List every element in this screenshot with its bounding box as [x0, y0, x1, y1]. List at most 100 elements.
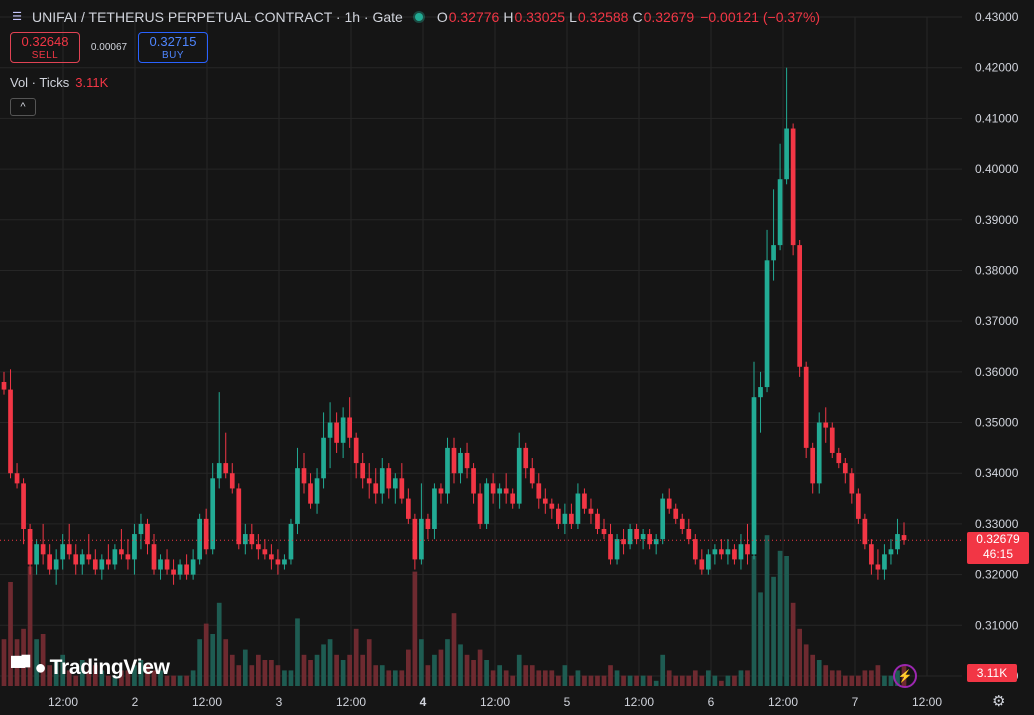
- volume-bar: [497, 665, 502, 686]
- close-value: 0.32679: [643, 9, 695, 25]
- volume-bar: [510, 675, 516, 686]
- candle-body: [523, 447, 529, 469]
- volume-bar: [621, 675, 626, 686]
- candle-body: [477, 493, 483, 524]
- candle-body: [706, 554, 711, 570]
- candle-body: [379, 468, 385, 494]
- candle-body: [751, 397, 757, 555]
- volume-bar: [569, 675, 574, 686]
- candle-body: [8, 389, 13, 474]
- volume-bar: [327, 639, 333, 686]
- market-status-dot[interactable]: [414, 13, 423, 21]
- volume-bar: [562, 665, 568, 686]
- gear-icon[interactable]: ⚙: [992, 693, 1006, 710]
- volume-bar: [595, 675, 600, 686]
- volume-bar: [647, 675, 652, 686]
- price-tick-label: 0.38000: [975, 263, 1019, 277]
- volume-bar: [177, 675, 183, 686]
- candle-body: [816, 422, 822, 484]
- volume-bar: [269, 660, 274, 686]
- candle-body: [14, 473, 20, 484]
- volume-bar: [516, 654, 522, 686]
- candle-body: [275, 559, 281, 565]
- collapse-legend-button[interactable]: ^: [10, 98, 36, 116]
- volume-bar: [692, 670, 698, 686]
- volume-bar: [412, 571, 418, 686]
- candle-body: [412, 518, 418, 560]
- candle-body: [145, 523, 150, 545]
- volume-bar: [490, 670, 496, 686]
- low-value: 0.32588: [577, 9, 629, 25]
- candle-body: [758, 387, 763, 398]
- volume-bar: [256, 654, 261, 686]
- volume-bar: [823, 665, 829, 686]
- volume-bar: [803, 644, 809, 686]
- open-value: 0.32776: [448, 9, 500, 25]
- candlesticks: [1, 67, 907, 585]
- time-axis[interactable]: 12:00 2 12:00 3 12:00 4 12:00 5 12:00 6 12:00 7 12:0…: [48, 695, 942, 709]
- symbol-title[interactable]: UNIFAI / TETHERUS PERPETUAL CONTRACT · 1…: [32, 9, 403, 25]
- candle-body: [699, 559, 705, 570]
- volume-bar: [484, 660, 489, 686]
- volume-bar: [758, 592, 763, 686]
- volume-legend[interactable]: Vol · Ticks 3.11K: [10, 75, 108, 90]
- volume-bar: [764, 535, 770, 686]
- candle-body: [666, 498, 672, 509]
- high-label: H: [503, 9, 514, 25]
- volume-bar: [419, 639, 424, 686]
- open-label: O: [436, 9, 448, 25]
- candle-body: [47, 554, 52, 570]
- volume-bar: [282, 670, 287, 686]
- candle-body: [490, 483, 496, 494]
- volume-bar: [601, 675, 607, 686]
- volume-bar: [125, 670, 131, 686]
- candle-body: [608, 534, 613, 560]
- lightning-icon[interactable]: ⚡: [893, 664, 917, 688]
- volume-bar: [425, 665, 431, 686]
- volume-bar: [73, 675, 79, 686]
- candle-body: [869, 544, 874, 565]
- buy-label: BUY: [161, 50, 185, 61]
- time-tick-label: 12:00: [912, 695, 942, 709]
- candle-body: [295, 468, 300, 524]
- volume-bar: [445, 639, 450, 686]
- buy-button[interactable]: 0.32715 BUY: [138, 32, 208, 63]
- volume-bar: [308, 660, 313, 686]
- volume-bar: [666, 670, 672, 686]
- time-tick-label: 2: [132, 695, 139, 709]
- volume-bar: [262, 660, 268, 686]
- tradingview-logo[interactable]: ▀▘● TradingView: [11, 655, 170, 680]
- time-tick-label: 12:00: [336, 695, 366, 709]
- price-tick-label: 0.40000: [975, 162, 1019, 176]
- volume-bar: [875, 665, 881, 686]
- candle-body: [171, 569, 176, 575]
- candle-body: [640, 534, 646, 540]
- volume-bar: [862, 670, 868, 686]
- candle-body: [895, 534, 900, 550]
- price-axis[interactable]: 0.43000 0.42000 0.41000 0.40000 0.39000 0.380…: [975, 10, 1019, 683]
- candle-body: [882, 554, 887, 570]
- volume-bar: [673, 675, 679, 686]
- price-tick-label: 0.43000: [975, 10, 1019, 24]
- candle-body: [484, 483, 489, 524]
- candle-body: [582, 493, 587, 509]
- volume-bar: [386, 670, 392, 686]
- candle-body: [738, 544, 744, 560]
- volume-bar: [751, 556, 757, 686]
- volume-bar: [8, 582, 13, 686]
- brand-name: TradingView: [49, 655, 170, 679]
- candle-body: [360, 463, 366, 479]
- candle-body: [823, 422, 829, 428]
- volume-bar: [856, 675, 861, 686]
- candle-body: [719, 549, 724, 555]
- sell-button[interactable]: 0.32648 SELL: [10, 32, 80, 63]
- volume-bar: [203, 623, 209, 686]
- volume-bar: [627, 675, 633, 686]
- volume-bar: [392, 670, 398, 686]
- candle-body: [21, 483, 26, 529]
- volume-bar: [86, 670, 92, 686]
- candle-body: [569, 513, 574, 524]
- volume-bar: [686, 675, 692, 686]
- candle-body: [536, 483, 542, 499]
